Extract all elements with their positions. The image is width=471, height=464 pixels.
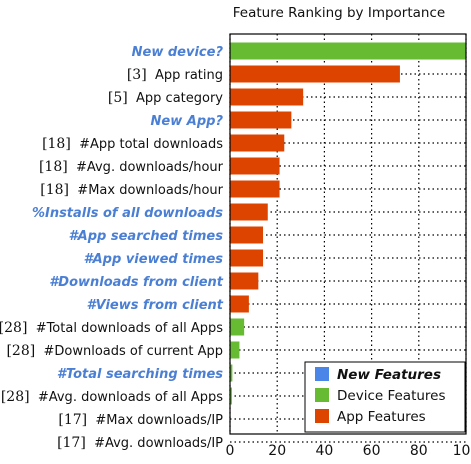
bar	[230, 249, 264, 267]
category-reference: [5]	[108, 90, 128, 106]
category-label: #Views from client	[87, 298, 224, 313]
category-name: App category	[136, 91, 223, 106]
bar	[230, 180, 280, 198]
bar	[230, 65, 400, 83]
category-label: [18] #Avg. downloads/hour	[39, 159, 224, 175]
bar	[230, 88, 304, 106]
category-label: #Downloads from client	[49, 275, 224, 290]
category-label: New device?	[132, 45, 224, 60]
category-reference: [28]	[1, 389, 30, 405]
category-label: New App?	[151, 114, 224, 129]
bar	[230, 134, 285, 152]
category-reference: [17]	[57, 435, 86, 451]
category-label: [18] #Max downloads/hour	[40, 182, 223, 198]
category-label: %Installs of all downloads	[32, 206, 223, 221]
category-name: #Max downloads/IP	[95, 413, 223, 428]
legend-label: App Features	[337, 409, 426, 425]
bar	[230, 295, 249, 313]
bar	[230, 203, 268, 221]
x-tick-label: 20	[268, 443, 286, 459]
category-name: #Avg. downloads/IP	[94, 436, 223, 451]
category-reference: [17]	[58, 412, 87, 428]
category-name: #Views from client	[87, 298, 224, 313]
category-labels: New device? [3] App rating [5] App categor…	[0, 45, 224, 451]
category-name: New device?	[132, 45, 224, 60]
category-name: #Downloads of current App	[43, 344, 223, 359]
category-name: #Downloads from client	[49, 275, 224, 290]
x-tick-label: 0	[226, 443, 235, 459]
bar	[230, 341, 240, 359]
bars-group	[230, 42, 466, 405]
plot-frame	[229, 33, 467, 435]
bar	[230, 387, 232, 405]
bar	[230, 157, 280, 175]
legend: New Features Device Features App Features	[304, 361, 466, 433]
category-label: [28] #Downloads of current App	[6, 343, 223, 359]
category-name: App rating	[155, 68, 223, 83]
category-name: #Avg. downloads/hour	[76, 160, 224, 175]
x-tick-label: 60	[363, 443, 381, 459]
category-name: #App viewed times	[84, 252, 224, 267]
legend-swatch	[315, 409, 329, 423]
legend-box	[304, 361, 466, 433]
category-label: [28] #Total downloads of all Apps	[0, 320, 223, 336]
category-reference: [18]	[40, 182, 69, 198]
category-label: #Total searching times	[57, 367, 223, 382]
bar	[230, 226, 264, 244]
category-label: [17] #Max downloads/IP	[58, 412, 223, 428]
bar	[230, 318, 245, 336]
category-name: #Max downloads/hour	[77, 183, 223, 198]
category-label: #App searched times	[69, 229, 224, 244]
category-label: [18] #App total downloads	[42, 136, 223, 152]
legend-swatch	[315, 367, 329, 381]
category-label: [3] App rating	[127, 67, 223, 83]
category-name: New App?	[151, 114, 224, 129]
category-name: %Installs of all downloads	[32, 206, 223, 221]
bar	[230, 42, 466, 60]
x-tick-label: 80	[410, 443, 428, 459]
category-label: #App viewed times	[84, 252, 224, 267]
x-tick-label: 100	[453, 443, 471, 459]
bar	[230, 111, 292, 129]
category-label: [5] App category	[108, 90, 223, 106]
category-name: #Total searching times	[57, 367, 223, 382]
category-label: [17] #Avg. downloads/IP	[57, 435, 223, 451]
bar	[230, 272, 259, 290]
category-reference: [18]	[39, 159, 68, 175]
legend-label: Device Features	[337, 388, 446, 404]
category-name: #Avg. downloads of all Apps	[38, 390, 223, 405]
category-reference: [28]	[0, 320, 27, 336]
legend-label: New Features	[337, 367, 441, 383]
x-axis-ticks: 0 20 40 60 80 100	[226, 443, 471, 459]
category-reference: [3]	[127, 67, 147, 83]
category-name: #Total downloads of all Apps	[36, 321, 224, 336]
legend-swatch	[315, 388, 329, 402]
chart-title: Feature Ranking by Importance	[233, 5, 445, 21]
category-name: #App total downloads	[79, 137, 223, 152]
category-reference: [28]	[6, 343, 35, 359]
category-label: [28] #Avg. downloads of all Apps	[1, 389, 223, 405]
bar	[230, 364, 233, 382]
category-reference: [18]	[42, 136, 71, 152]
category-name: #App searched times	[69, 229, 224, 244]
x-tick-label: 40	[315, 443, 333, 459]
